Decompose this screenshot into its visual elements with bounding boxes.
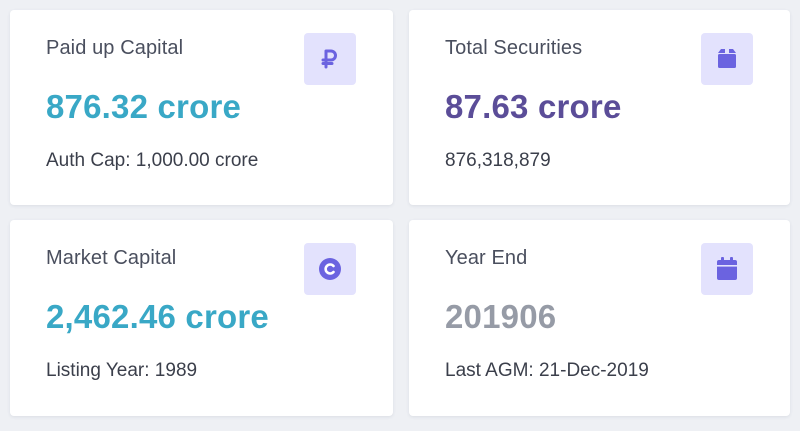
card-subtext: Last AGM: 21-Dec-2019 — [445, 360, 649, 381]
card-value: 87.63 crore — [445, 88, 622, 125]
card-label: Total Securities — [445, 37, 583, 59]
year-end-card: Year End 201906 Last AGM: 21-Dec-2019 — [409, 220, 790, 416]
total-securities-card: Total Securities 87.63 crore 876,318,879 — [409, 10, 790, 205]
calendar-icon — [701, 243, 753, 295]
card-value: 876.32 crore — [46, 88, 242, 125]
copyright-icon — [304, 243, 356, 295]
card-value: 2,462.46 crore — [46, 298, 269, 335]
box-icon — [701, 33, 753, 85]
card-subtext: Auth Cap: 1,000.00 crore — [46, 150, 259, 171]
ruble-icon — [304, 33, 356, 85]
card-value: 201906 — [445, 298, 557, 335]
market-capital-card: Market Capital 2,462.46 crore Listing Ye… — [10, 220, 393, 416]
card-subtext: 876,318,879 — [445, 150, 551, 171]
paid-up-capital-card: Paid up Capital 876.32 crore Auth Cap: 1… — [10, 10, 393, 205]
card-label: Year End — [445, 247, 528, 269]
card-subtext: Listing Year: 1989 — [46, 360, 198, 381]
card-label: Paid up Capital — [46, 37, 184, 59]
card-label: Market Capital — [46, 247, 177, 269]
